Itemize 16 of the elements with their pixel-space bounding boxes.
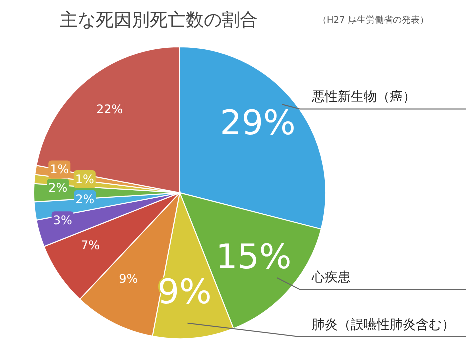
data-label: 3% <box>53 214 72 228</box>
data-label: 22% <box>96 102 124 116</box>
chart-title: 主な死因別死亡数の割合 <box>60 9 258 32</box>
data-label: 1% <box>75 172 94 186</box>
data-label: 15% <box>216 238 292 278</box>
chart-subtitle: （H27 厚生労働省の発表） <box>318 14 430 27</box>
slice-label: 心疾患 <box>311 270 351 286</box>
data-label: 7% <box>80 238 100 252</box>
data-label: 1% <box>50 162 70 177</box>
data-label: 9% <box>158 272 212 313</box>
data-label: 9% <box>119 272 138 286</box>
slice-label: 肺炎（誤嚥性肺炎含む） <box>312 318 455 333</box>
data-label: 29% <box>220 104 296 144</box>
data-label: 2% <box>48 181 68 195</box>
data-label: 2% <box>76 192 95 206</box>
slice-label: 悪性新生物（癌） <box>311 90 416 106</box>
